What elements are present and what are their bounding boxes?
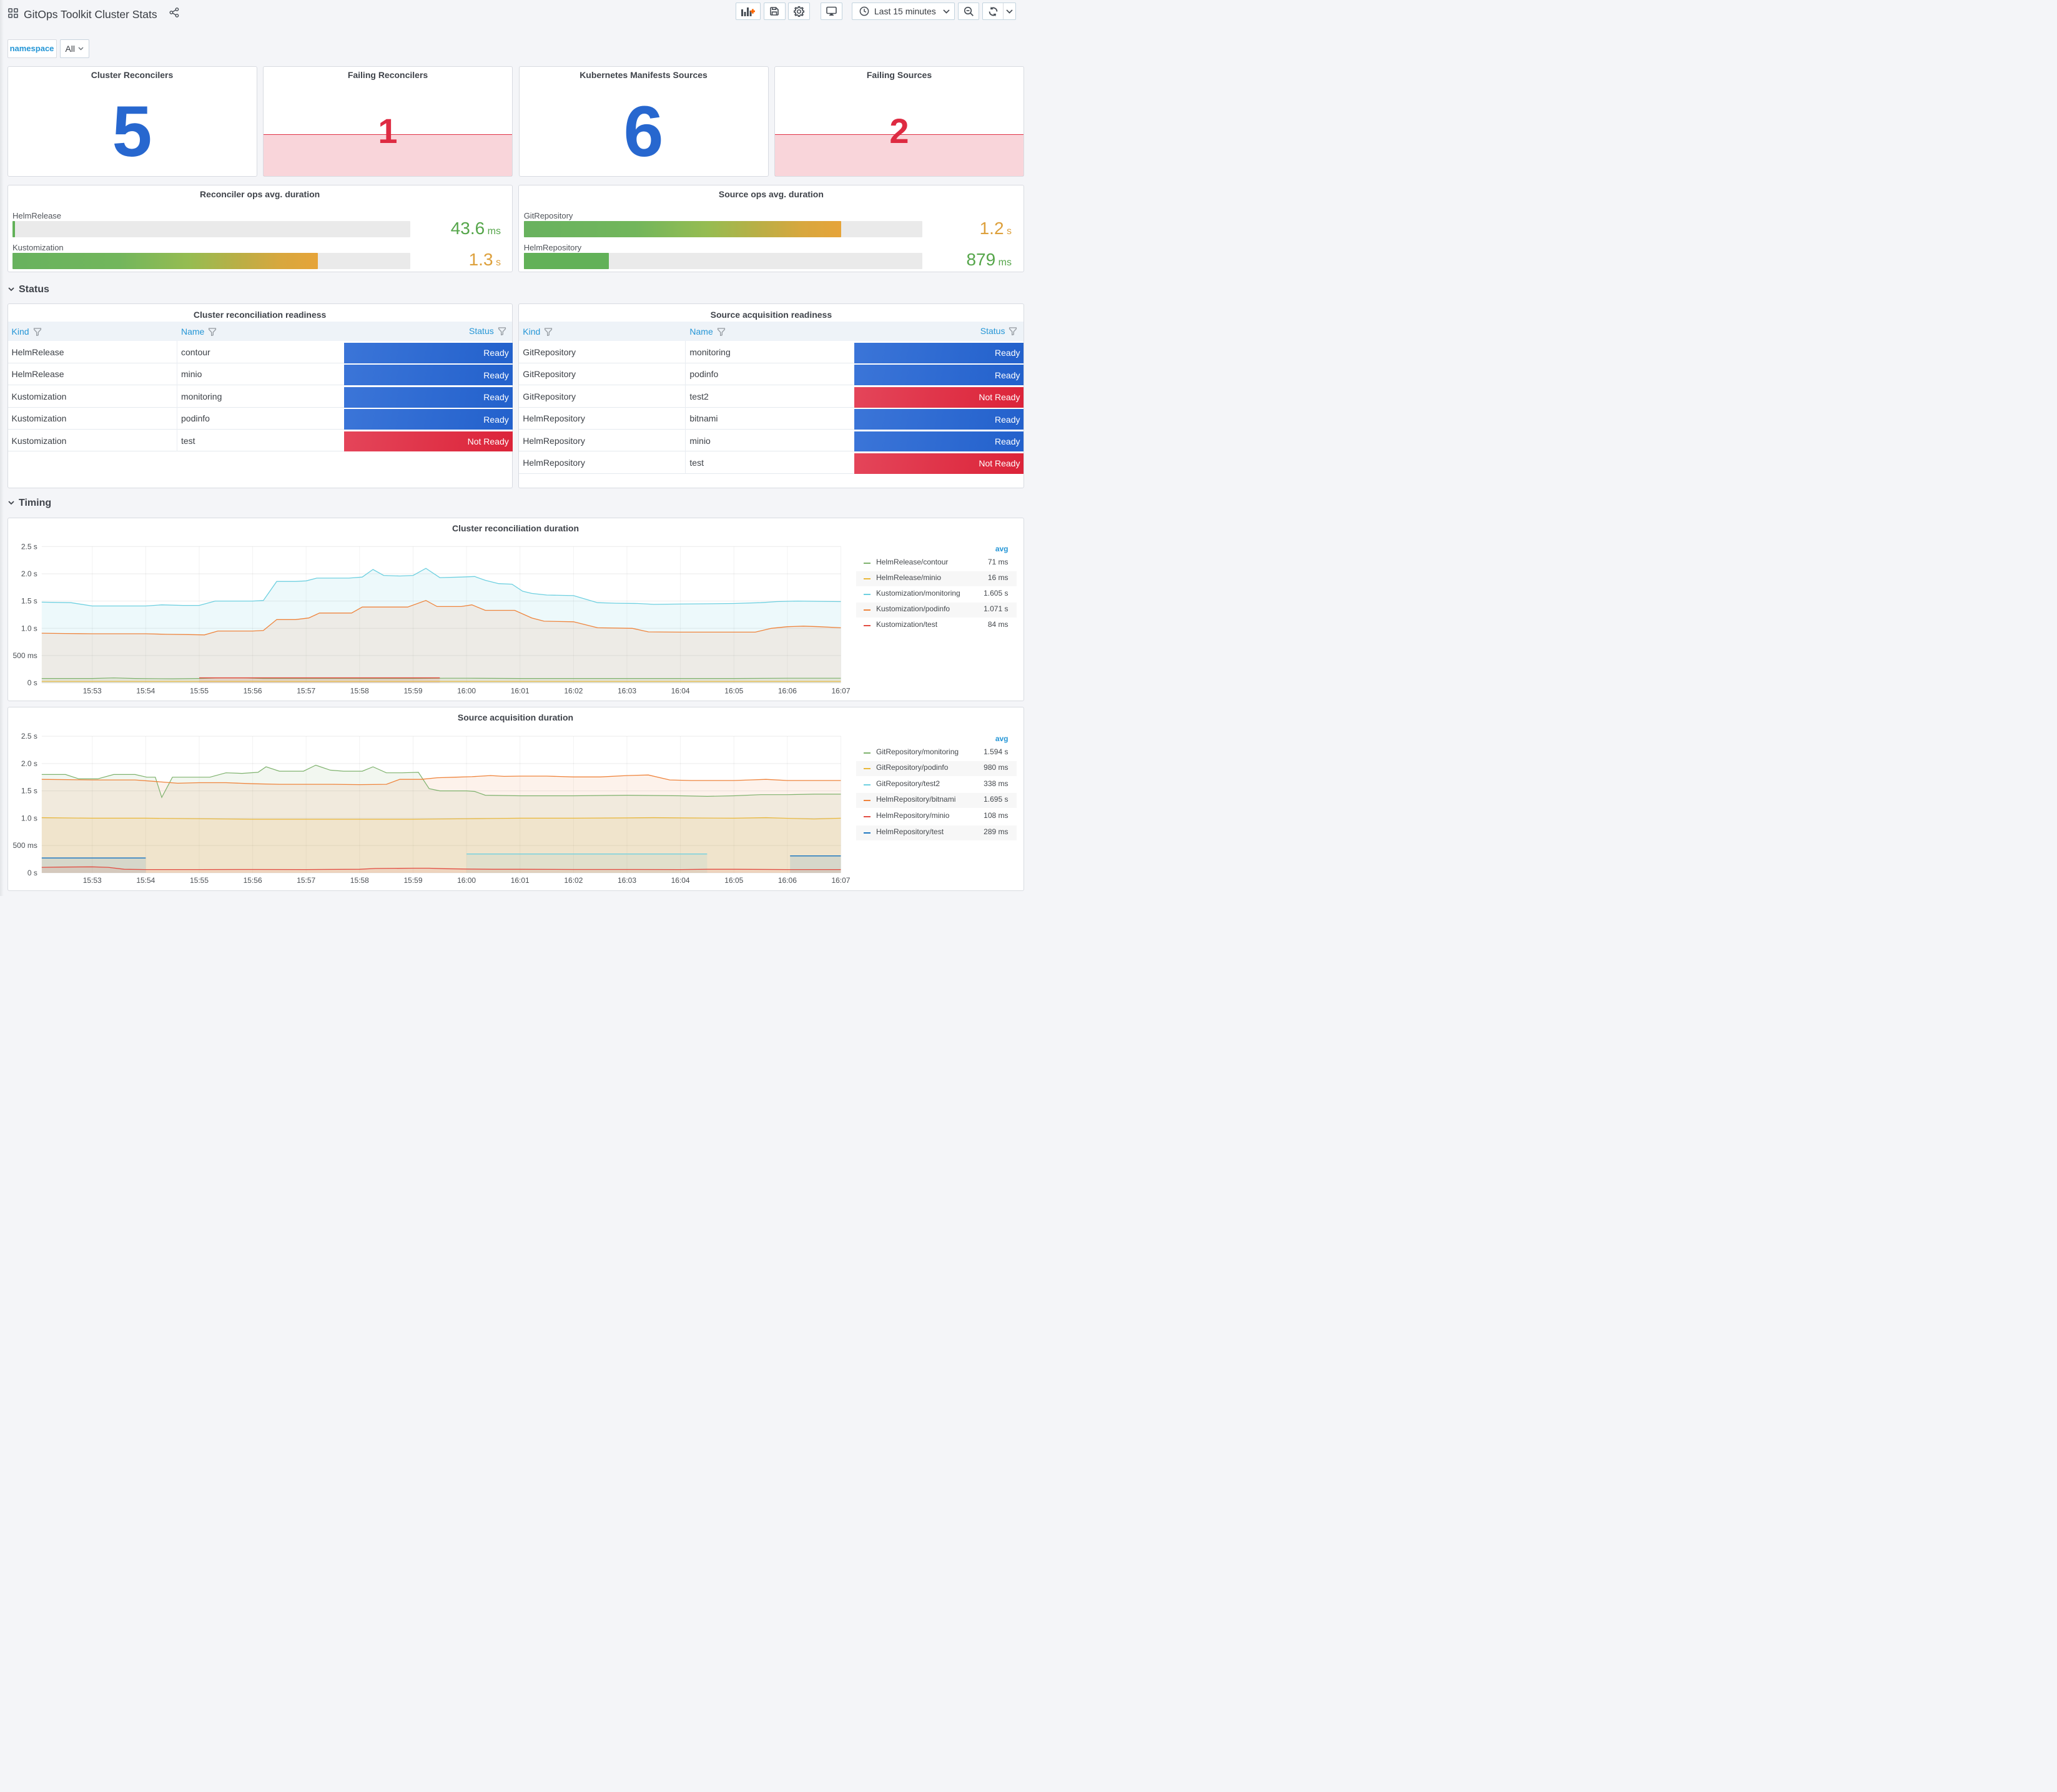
svg-text:16:05: 16:05 [724, 876, 743, 885]
svg-text:15:59: 15:59 [403, 876, 422, 885]
svg-text:0 s: 0 s [27, 869, 37, 877]
svg-text:16:07: 16:07 [831, 686, 850, 695]
svg-text:500 ms: 500 ms [12, 651, 37, 660]
svg-text:16:04: 16:04 [671, 686, 689, 695]
svg-text:15:53: 15:53 [82, 686, 101, 695]
svg-text:500 ms: 500 ms [12, 841, 37, 850]
svg-text:16:00: 16:00 [457, 686, 476, 695]
svg-text:16:05: 16:05 [724, 686, 743, 695]
svg-text:16:07: 16:07 [831, 876, 850, 885]
svg-text:16:00: 16:00 [457, 876, 476, 885]
svg-text:2.5 s: 2.5 s [21, 732, 37, 741]
svg-text:15:55: 15:55 [190, 686, 209, 695]
svg-text:16:03: 16:03 [617, 686, 636, 695]
svg-text:16:06: 16:06 [777, 876, 796, 885]
svg-text:2.0 s: 2.0 s [21, 759, 37, 768]
svg-text:15:57: 15:57 [297, 876, 315, 885]
svg-text:16:02: 16:02 [564, 876, 583, 885]
svg-text:15:53: 15:53 [82, 876, 101, 885]
svg-text:15:56: 15:56 [243, 876, 262, 885]
svg-text:15:58: 15:58 [350, 686, 368, 695]
svg-text:2.0 s: 2.0 s [21, 569, 37, 578]
svg-text:16:06: 16:06 [777, 686, 796, 695]
svg-text:16:01: 16:01 [510, 686, 529, 695]
svg-text:15:54: 15:54 [136, 686, 155, 695]
svg-text:1.0 s: 1.0 s [21, 814, 37, 823]
svg-text:15:58: 15:58 [350, 876, 368, 885]
svg-text:15:57: 15:57 [297, 686, 315, 695]
svg-text:1.5 s: 1.5 s [21, 787, 37, 795]
svg-text:15:56: 15:56 [243, 686, 262, 695]
svg-text:16:03: 16:03 [617, 876, 636, 885]
svg-text:2.5 s: 2.5 s [21, 542, 37, 551]
svg-text:16:01: 16:01 [510, 876, 529, 885]
svg-text:16:02: 16:02 [564, 686, 583, 695]
svg-text:1.0 s: 1.0 s [21, 624, 37, 633]
svg-text:16:04: 16:04 [671, 876, 689, 885]
svg-text:15:54: 15:54 [136, 876, 155, 885]
svg-text:15:55: 15:55 [190, 876, 209, 885]
svg-text:15:59: 15:59 [403, 686, 422, 695]
svg-text:1.5 s: 1.5 s [21, 597, 37, 606]
svg-text:0 s: 0 s [27, 679, 37, 687]
